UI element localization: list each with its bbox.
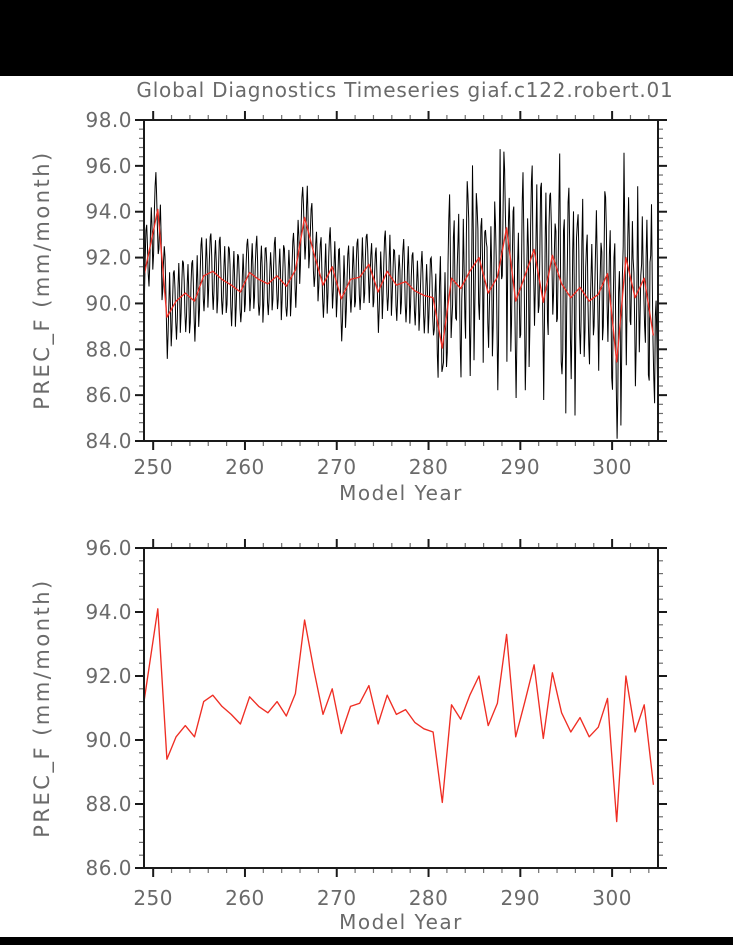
x-tick-label: 300 [592, 886, 632, 910]
x-tick-label: 250 [133, 455, 173, 479]
x-tick-label: 260 [225, 886, 265, 910]
y-tick-label: 98.0 [85, 108, 132, 132]
tick-marks [135, 111, 667, 450]
bottom-black-bar [0, 937, 733, 945]
y-tick-label: 88.0 [85, 337, 132, 361]
y-tick-label: 90.0 [85, 728, 132, 752]
top-black-bar [0, 0, 733, 76]
x-tick-label: 280 [409, 455, 449, 479]
y-tick-label: 96.0 [85, 154, 132, 178]
y-tick-label: 84.0 [85, 429, 132, 453]
x-tick-label: 250 [133, 886, 173, 910]
plot-frame [143, 547, 659, 869]
x-tick-label: 280 [409, 886, 449, 910]
y-tick-label: 96.0 [85, 536, 132, 560]
x-tick-label: 290 [500, 455, 540, 479]
monthly-panel: PREC_F (mm/month) Model Year 250 260 270 28… [30, 108, 667, 505]
x-tick-label: 260 [225, 455, 265, 479]
x-tick-label: 270 [317, 886, 357, 910]
monthly-panel-x-axis-title: Model Year [339, 481, 463, 505]
y-tick-label: 92.0 [85, 664, 132, 688]
annual-mean-series-line [144, 208, 655, 363]
annual-panel-x-axis-title: Model Year [339, 910, 463, 934]
plot-frame [143, 119, 659, 442]
monthly-panel-y-axis-title: PREC_F (mm/month) [30, 150, 55, 409]
y-tick-label: 94.0 [85, 600, 132, 624]
x-tick-label: 270 [317, 455, 357, 479]
y-tick-label: 86.0 [85, 856, 132, 880]
y-tick-label: 90.0 [85, 291, 132, 315]
x-tick-label: 290 [500, 886, 540, 910]
annual-mean-series-line [144, 608, 655, 823]
y-tick-label: 86.0 [85, 383, 132, 407]
annual-panel-y-axis-title: PREC_F (mm/month) [30, 578, 55, 837]
annual-panel: PREC_F (mm/month) Model Year 250 260 270 28… [30, 536, 667, 934]
y-tick-label: 92.0 [85, 246, 132, 270]
y-tick-label: 94.0 [85, 200, 132, 224]
figure-title: Global Diagnostics Timeseries giaf.c122.… [136, 78, 673, 102]
x-tick-label: 300 [592, 455, 632, 479]
tick-marks [135, 539, 667, 877]
monthly-series-line [144, 149, 658, 439]
y-tick-label: 88.0 [85, 792, 132, 816]
